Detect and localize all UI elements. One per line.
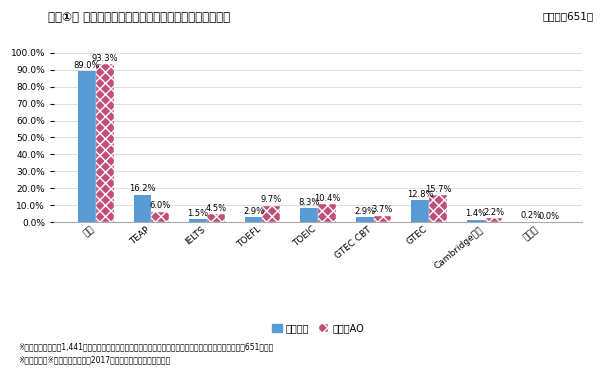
Bar <box>262 206 280 222</box>
Bar <box>300 208 318 222</box>
Text: ※アンケート回答者1,441人のうち「外部検定を入試で利用する」と回答した人に対しての質問（回答者651人）。: ※アンケート回答者1,441人のうち「外部検定を入試で利用する」と回答した人に対… <box>18 342 273 351</box>
Bar <box>207 214 224 222</box>
Text: 89.0%: 89.0% <box>74 61 100 70</box>
Text: 9.7%: 9.7% <box>261 195 282 204</box>
Text: 0.0%: 0.0% <box>539 212 560 221</box>
Text: 10.4%: 10.4% <box>314 194 340 203</box>
Text: ※複数回答。※高３・浪人生には2017年度に受検した検定を質問。: ※複数回答。※高３・浪人生には2017年度に受検した検定を質問。 <box>18 355 170 364</box>
Legend: 一般入試, 推腐・AO: 一般入試, 推腐・AO <box>268 319 368 337</box>
Text: 16.2%: 16.2% <box>129 184 155 193</box>
Text: 資料①　 入試で利用しようとしている検定（全学年計）: 資料① 入試で利用しようとしている検定（全学年計） <box>48 11 230 24</box>
Bar <box>189 219 207 222</box>
Bar <box>467 220 485 222</box>
Bar <box>245 217 262 222</box>
Text: 2.2%: 2.2% <box>483 208 504 217</box>
Bar <box>134 195 151 222</box>
Text: 1.5%: 1.5% <box>187 209 209 218</box>
Bar <box>412 200 429 222</box>
Bar <box>356 217 374 222</box>
Text: 1.4%: 1.4% <box>465 209 487 218</box>
Text: 回答者：651人: 回答者：651人 <box>543 11 594 21</box>
Text: 2.9%: 2.9% <box>354 207 375 216</box>
Text: 3.7%: 3.7% <box>372 205 393 214</box>
Bar <box>485 218 502 222</box>
Text: 93.3%: 93.3% <box>91 54 118 63</box>
Text: 8.3%: 8.3% <box>298 198 320 206</box>
Bar <box>429 195 447 222</box>
Text: 15.7%: 15.7% <box>425 185 451 194</box>
Text: 6.0%: 6.0% <box>149 202 171 211</box>
Text: 4.5%: 4.5% <box>205 204 226 213</box>
Bar <box>374 216 391 222</box>
Bar <box>318 204 336 222</box>
Bar <box>96 64 113 222</box>
Text: 2.9%: 2.9% <box>243 207 264 216</box>
Bar <box>78 71 96 222</box>
Bar <box>151 212 169 222</box>
Text: 12.8%: 12.8% <box>407 190 433 199</box>
Text: 0.2%: 0.2% <box>521 211 542 220</box>
